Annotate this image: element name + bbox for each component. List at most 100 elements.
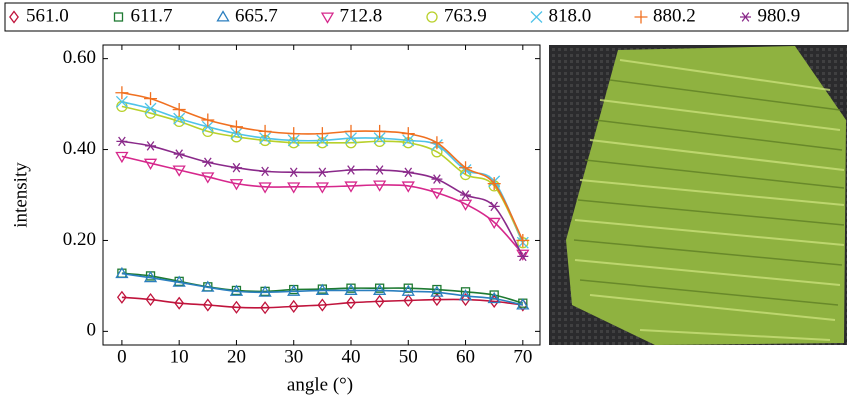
marker	[231, 300, 242, 314]
marker	[145, 292, 156, 307]
marker	[430, 188, 444, 200]
marker	[345, 165, 357, 175]
x-tick-label: 30	[284, 346, 303, 367]
photo	[549, 45, 847, 345]
marker	[287, 182, 301, 194]
marker	[516, 233, 530, 247]
marker	[372, 283, 387, 295]
marker	[144, 92, 158, 106]
legend-label: 763.9	[444, 5, 487, 26]
marker	[374, 294, 385, 308]
marker	[115, 86, 129, 100]
marker	[229, 284, 244, 296]
marker	[373, 124, 387, 138]
marker	[459, 161, 473, 175]
marker	[202, 157, 214, 168]
marker	[174, 296, 185, 310]
marker	[372, 180, 387, 192]
marker	[431, 292, 442, 307]
marker	[258, 124, 272, 138]
marker	[229, 120, 243, 134]
marker	[173, 115, 185, 128]
y-tick-label: 0.60	[63, 47, 96, 68]
legend-label: 980.9	[758, 5, 801, 26]
marker	[431, 174, 443, 184]
marker	[287, 284, 301, 296]
legend-marker	[634, 10, 648, 24]
marker	[143, 270, 158, 283]
legend-marker	[740, 12, 751, 22]
marker	[488, 201, 500, 212]
marker	[201, 120, 214, 133]
legend-marker	[426, 11, 438, 23]
x-tick-label: 70	[513, 346, 532, 367]
marker	[316, 134, 329, 147]
marker	[172, 103, 186, 117]
legend-label: 712.8	[340, 5, 383, 26]
y-tick-label: 0.20	[63, 229, 96, 250]
marker	[143, 158, 158, 170]
marker	[172, 165, 186, 177]
marker	[259, 166, 271, 177]
marker	[315, 182, 329, 194]
marker	[316, 167, 328, 178]
series-line	[121, 105, 524, 244]
marker	[487, 217, 501, 230]
marker	[173, 112, 186, 125]
marker	[116, 136, 128, 147]
marker	[344, 124, 358, 138]
marker	[259, 132, 272, 145]
y-tick-label: 0	[87, 320, 97, 341]
marker	[516, 249, 530, 261]
marker	[430, 136, 444, 150]
legend-marker	[320, 12, 335, 24]
marker	[145, 141, 157, 151]
legend-marker	[113, 12, 124, 22]
plot-frame	[102, 44, 541, 346]
marker	[315, 283, 329, 295]
legend-marker	[9, 10, 19, 24]
series-line	[121, 272, 523, 306]
marker	[517, 251, 529, 262]
marker	[460, 190, 472, 200]
series-line	[121, 155, 524, 255]
legend-label: 561.0	[26, 5, 69, 26]
marker	[315, 127, 329, 141]
marker	[516, 298, 530, 310]
marker	[458, 199, 473, 211]
x-tick-label: 50	[399, 346, 418, 367]
legend-label: 818.0	[549, 5, 592, 26]
marker	[403, 293, 414, 308]
marker	[288, 299, 299, 313]
marker	[287, 127, 301, 141]
marker	[202, 298, 213, 312]
marker	[230, 127, 243, 140]
y-axis-label: intensity	[10, 162, 31, 228]
marker	[346, 296, 356, 310]
marker	[458, 289, 473, 301]
legend-marker	[530, 11, 543, 23]
legend-label: 880.2	[653, 5, 696, 26]
marker	[345, 132, 357, 145]
marker	[287, 134, 300, 147]
marker	[401, 181, 415, 193]
marker	[401, 284, 415, 296]
marker	[258, 182, 272, 194]
x-axis-label: angle (°)	[287, 374, 353, 395]
marker	[344, 181, 358, 193]
marker	[402, 167, 414, 178]
marker	[115, 95, 128, 108]
marker	[260, 301, 271, 315]
marker	[115, 266, 129, 279]
marker	[201, 172, 215, 184]
marker	[258, 285, 272, 297]
marker	[115, 151, 129, 164]
marker	[487, 177, 501, 191]
marker	[460, 292, 471, 307]
marker	[116, 290, 127, 304]
x-tick-label: 20	[227, 346, 246, 367]
y-tick-label: 0.40	[63, 138, 96, 159]
marker	[317, 298, 328, 312]
x-tick-label: 40	[341, 346, 360, 367]
